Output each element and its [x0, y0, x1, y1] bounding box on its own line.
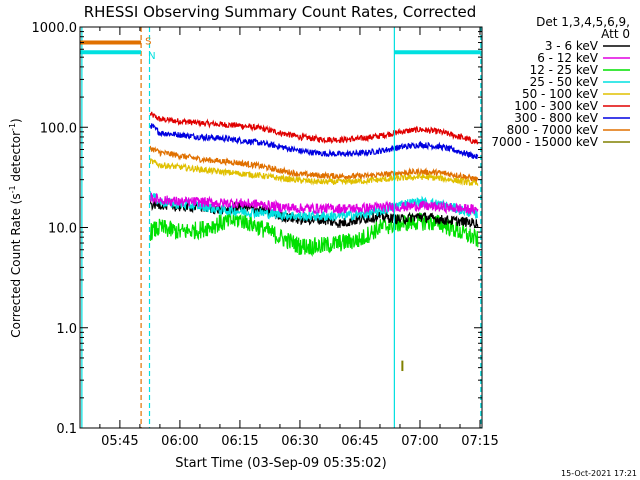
x-tick-label: 07:15 [461, 434, 498, 449]
x-tick-label: 06:15 [221, 434, 258, 449]
x-tick-label: 05:45 [101, 434, 138, 449]
y-tick-label: 1000.0 [32, 21, 78, 36]
flag-label: S [145, 37, 151, 48]
legend-header-line2: Att 0 [601, 27, 630, 41]
x-tick-label: 06:30 [281, 434, 318, 449]
x-tick-label: 06:00 [161, 434, 198, 449]
x-tick-label: 07:00 [401, 434, 438, 449]
x-tick-label: 06:45 [341, 434, 378, 449]
y-axis-label-main: Corrected Count Rate (s [9, 193, 23, 337]
legend-label: 12 - 25 keV [530, 63, 599, 77]
legend-label: 100 - 300 keV [514, 99, 598, 113]
series-line [149, 123, 479, 160]
legend-label: 300 - 800 keV [514, 111, 598, 125]
footer-date: 15-Oct-2021 17:21 [561, 469, 637, 478]
x-axis: 05:45 06:00 06:15 06:30 06:45 07:00 07:15 [99, 27, 499, 449]
y-axis: 1000.0 100.0 10.0 1.0 0.1 [32, 21, 482, 437]
legend-label: 50 - 100 keV [522, 87, 599, 101]
legend-label: 7000 - 15000 keV [491, 135, 598, 149]
legend-label: 6 - 12 keV [537, 51, 599, 65]
y-tick-label: 0.1 [56, 422, 77, 437]
y-tick-label: 100.0 [40, 121, 77, 136]
y-axis-label: Corrected Count Rate (s-1 detector-1) [8, 118, 23, 337]
legend-label: 3 - 6 keV [545, 39, 599, 53]
chart-title: RHESSI Observing Summary Count Rates, Co… [84, 3, 477, 21]
series-line [149, 158, 479, 187]
y-tick-label: 1.0 [56, 322, 77, 337]
y-axis-label-end: ) [9, 118, 23, 123]
series-line [149, 145, 479, 182]
series-layer [149, 111, 479, 372]
flag-label: N [148, 51, 155, 62]
y-axis-label-mid: detector [9, 131, 23, 186]
legend-label: 25 - 50 keV [530, 75, 599, 89]
legend-label: 800 - 7000 keV [507, 123, 599, 137]
y-axis-label-exp1: -1 [8, 185, 17, 193]
x-axis-label: Start Time (03-Sep-09 05:35:02) [175, 456, 386, 471]
series-line [149, 111, 479, 145]
y-axis-label-exp2: -1 [8, 123, 17, 131]
series-line [149, 211, 479, 257]
y-tick-label: 10.0 [48, 222, 77, 237]
legend-header-line1: Det 1,3,4,5,6,9, [536, 15, 630, 29]
series-line [149, 192, 479, 216]
